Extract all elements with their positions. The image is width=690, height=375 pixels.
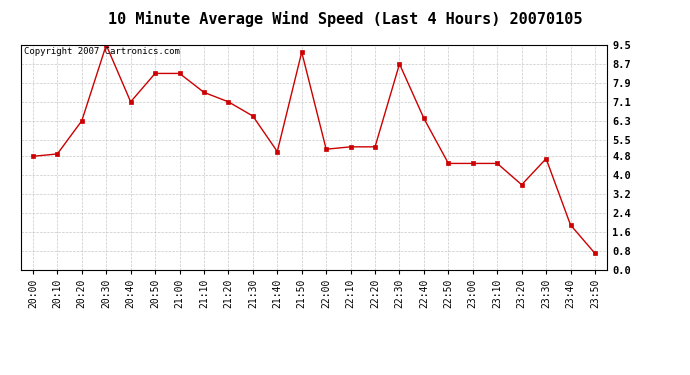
Text: Copyright 2007 Cartronics.com: Copyright 2007 Cartronics.com <box>23 47 179 56</box>
Text: 10 Minute Average Wind Speed (Last 4 Hours) 20070105: 10 Minute Average Wind Speed (Last 4 Hou… <box>108 11 582 27</box>
